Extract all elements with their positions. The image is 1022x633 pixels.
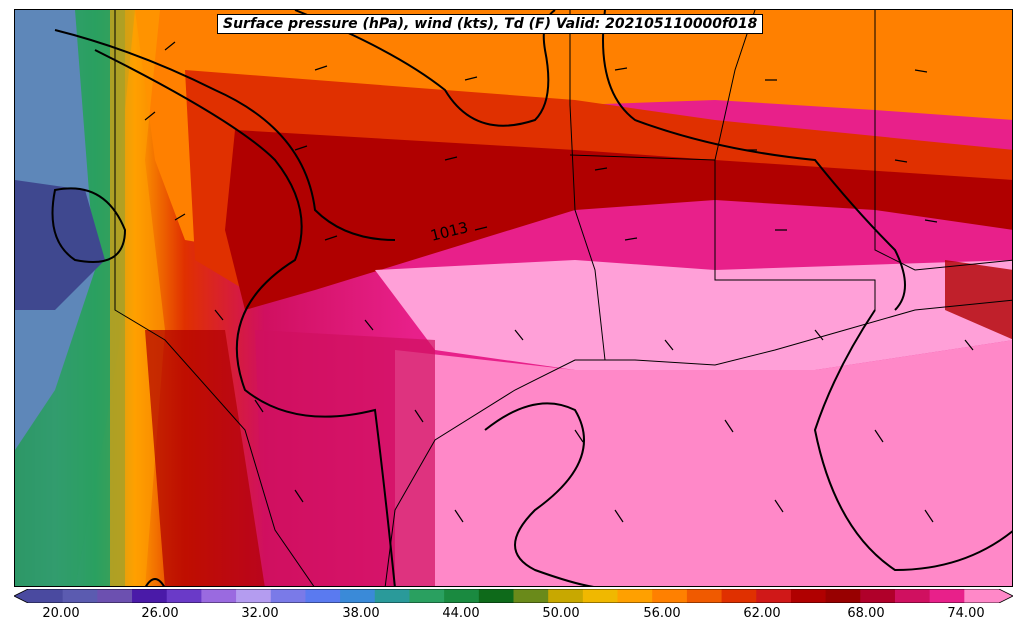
colorbar-swatch [860,589,896,603]
colorbar-tick: 38.00 [342,606,380,621]
colorbar-swatch [894,589,931,603]
colorbar-swatch [236,589,272,603]
colorbar-tick: 68.00 [847,606,885,621]
colorbar-swatch [97,589,133,603]
colorbar [14,589,1013,603]
colorbar-swatch [132,589,168,603]
colorbar-swatch [756,589,792,603]
colorbar-swatch [548,589,584,603]
colorbar-swatch [62,589,98,603]
colorbar-swatch [825,589,861,603]
colorbar-swatch [201,589,237,603]
colorbar-swatch [617,589,653,603]
colorbar-swatch [166,589,202,603]
colorbar-swatch [721,589,757,603]
colorbar-tick: 26.00 [141,606,179,621]
colorbar-swatch [513,589,549,603]
colorbar-tick: 50.00 [542,606,580,621]
colorbar-swatch [28,589,64,603]
colorbar-swatch [270,589,306,603]
colorbar-swatch [790,589,827,603]
colorbar-extend-max [999,589,1013,603]
colorbar-swatch [444,589,480,603]
colorbar-tick: 32.00 [241,606,279,621]
colorbar-swatch [340,589,376,603]
colorbar-swatch [929,589,965,603]
colorbar-swatch [409,589,445,603]
colorbar-swatch [305,589,341,603]
colorbar-tick: 74.00 [947,606,985,621]
colorbar-tick: 62.00 [743,606,781,621]
colorbar-tick: 20.00 [42,606,80,621]
colorbar-swatch [582,589,619,603]
colorbar-swatch [964,589,1000,603]
colorbar-tick: 56.00 [643,606,681,621]
colorbar-swatch [686,589,723,603]
colorbar-swatch [374,589,410,603]
map-title: Surface pressure (hPa), wind (kts), Td (… [217,14,764,34]
wind-barbs [144,41,974,523]
colorbar-swatch [478,589,514,603]
colorbar-swatch [652,589,688,603]
dewpoint-field: 1013 [15,10,1012,586]
colorbar-tick: 44.00 [442,606,480,621]
weather-map: 1013 [14,9,1013,587]
colorbar-extend-min [14,589,28,603]
